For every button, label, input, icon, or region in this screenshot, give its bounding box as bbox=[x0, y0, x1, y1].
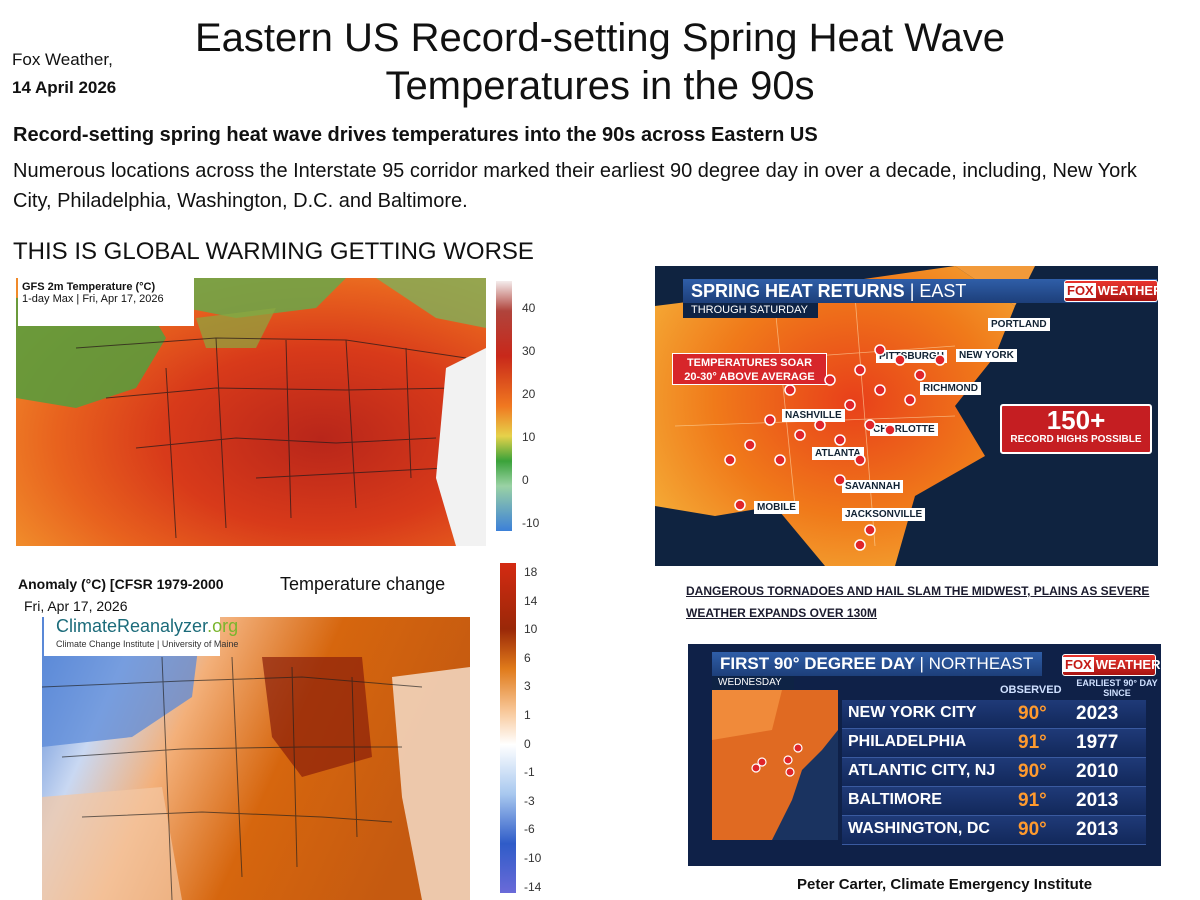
temperatures-soar-badge: TEMPERATURES SOAR 20-30° ABOVE AVERAGE bbox=[672, 353, 827, 385]
earliest-since-column-header: EARLIEST 90° DAY SINCE bbox=[1076, 678, 1158, 698]
climate-reanalyzer-logo bbox=[44, 614, 220, 656]
row-since: 2013 bbox=[1076, 790, 1119, 811]
news-headline-link[interactable]: DANGEROUS TORNADOES AND HAIL SLAM THE MI… bbox=[686, 584, 1150, 620]
record-caption: RECORD HIGHS POSSIBLE bbox=[1010, 434, 1142, 445]
first-90-title-bold: FIRST 90° DEGREE DAY bbox=[720, 654, 915, 673]
record-markers bbox=[724, 344, 946, 551]
row-since: 1977 bbox=[1076, 732, 1119, 753]
badge-line-2: 20-30° ABOVE AVERAGE bbox=[684, 371, 815, 383]
anomaly-map-title: Anomaly (°C) [CFSR 1979-2000 bbox=[18, 576, 224, 592]
colorbar-tick-label: 18 bbox=[524, 565, 538, 579]
article-body: Numerous locations across the Interstate… bbox=[13, 160, 1137, 212]
table-row: BALTIMORE 91° 2013 bbox=[842, 787, 1146, 816]
logo-name-a: ClimateReanalyzer bbox=[56, 616, 208, 636]
row-observed: 91° bbox=[1018, 790, 1047, 811]
row-since: 2013 bbox=[1076, 819, 1119, 840]
colorbar-tick-label: 30 bbox=[522, 344, 536, 358]
record-count: 150+ bbox=[1046, 405, 1106, 435]
row-observed: 90° bbox=[1018, 703, 1047, 724]
colorbar-tick-label: 6 bbox=[524, 650, 531, 665]
fox-logo-a: FOX bbox=[1065, 283, 1096, 298]
colorbar-tick-label: 20 bbox=[522, 387, 536, 401]
temperature-change-label: Temperature change bbox=[280, 574, 446, 594]
fox-weather-logo: FOX WEATHER bbox=[1062, 654, 1161, 676]
northeast-map bbox=[712, 690, 838, 840]
observed-column-header: OBSERVED bbox=[1000, 684, 1062, 696]
first-90-day: WEDNESDAY bbox=[712, 676, 794, 690]
colorbar-tick-label: 1 bbox=[524, 708, 531, 722]
fox-logo-b: WEATHER bbox=[1095, 657, 1161, 672]
city-label: NASHVILLE bbox=[782, 409, 845, 422]
colorbar-tick-label: -6 bbox=[524, 822, 535, 837]
colorbar-tick-label: -10 bbox=[524, 851, 542, 865]
logo-name-b: .org bbox=[207, 616, 239, 636]
gfs-map-label: GFS 2m Temperature (°C) 1-day Max | Fri,… bbox=[18, 278, 194, 326]
callout-text: THIS IS GLOBAL WARMING GETTING WORSE bbox=[13, 238, 534, 265]
row-city: WASHINGTON, DC bbox=[848, 820, 990, 837]
colorbar-tick-label: -14 bbox=[524, 879, 542, 894]
anomaly-map-date: Fri, Apr 17, 2026 bbox=[24, 598, 128, 614]
anomaly-colorbar bbox=[500, 563, 516, 893]
row-observed: 90° bbox=[1018, 761, 1047, 782]
page-title: Eastern US Record-setting Spring Heat Wa… bbox=[150, 14, 1050, 110]
spring-heat-subtitle: THROUGH SATURDAY bbox=[683, 303, 818, 318]
colorbar-tick-label: 14 bbox=[524, 593, 538, 608]
gfs-map-subtitle: 1-day Max | Fri, Apr 17, 2026 bbox=[22, 293, 164, 305]
gfs-temperature-map bbox=[16, 278, 486, 546]
badge-line-1: TEMPERATURES SOAR bbox=[686, 357, 813, 369]
row-city: ATLANTIC CITY, NJ bbox=[848, 762, 996, 779]
colorbar-tick-label: 3 bbox=[524, 679, 531, 694]
colorbar-tick-label: -10 bbox=[522, 516, 540, 530]
title-line-2: Temperatures in the 90s bbox=[385, 64, 815, 108]
table-row: PHILADELPHIA 91° 1977 bbox=[842, 729, 1146, 758]
temperature-anomaly-map bbox=[42, 617, 470, 900]
title-line-1: Eastern US Record-setting Spring Heat Wa… bbox=[195, 16, 1005, 60]
fox-logo-a: FOX bbox=[1063, 657, 1094, 672]
row-since: 2023 bbox=[1076, 703, 1119, 724]
colorbar-tick-label: 40 bbox=[522, 301, 536, 315]
spring-heat-title-region: | EAST bbox=[909, 281, 967, 301]
row-city: NEW YORK CITY bbox=[848, 704, 977, 721]
colorbar-tick-label: 0 bbox=[524, 736, 531, 751]
climate-reanalyzer-logo-sub: Climate Change Institute | University of… bbox=[56, 639, 239, 649]
table-row: ATLANTIC CITY, NJ 90° 2010 bbox=[842, 758, 1146, 787]
city-label: MOBILE bbox=[754, 501, 799, 514]
row-city: BALTIMORE bbox=[848, 791, 942, 808]
fox-logo-b: WEATHER bbox=[1097, 283, 1163, 298]
first-90-table: NEW YORK CITY 90° 2023 PHILADELPHIA 91° 1977… bbox=[842, 700, 1146, 845]
climate-reanalyzer-logo-name: ClimateReanalyzer.org bbox=[56, 616, 238, 637]
row-city: PHILADELPHIA bbox=[848, 733, 967, 750]
city-label: RICHMOND bbox=[920, 382, 981, 395]
city-label: SAVANNAH bbox=[842, 480, 904, 493]
colorbar-tick-label: -3 bbox=[524, 793, 535, 808]
row-observed: 90° bbox=[1018, 819, 1047, 840]
first-90-title: FIRST 90° DEGREE DAY | NORTHEAST bbox=[712, 652, 1042, 676]
source-outlet: Fox Weather, bbox=[12, 50, 113, 69]
article-subhead: Record-setting spring heat wave drives t… bbox=[13, 124, 818, 146]
colorbar-tick-label: 10 bbox=[524, 622, 538, 637]
colorbar-tick-label: 0 bbox=[522, 473, 529, 487]
spring-heat-title-bold: SPRING HEAT RETURNS bbox=[691, 281, 905, 301]
city-label: PITTSBURGH bbox=[876, 350, 947, 363]
author-credit: Peter Carter, Climate Emergency Institut… bbox=[797, 876, 1093, 893]
city-label: ATLANTA bbox=[812, 447, 864, 460]
table-row: WASHINGTON, DC 90° 2013 bbox=[842, 816, 1146, 845]
row-since: 2010 bbox=[1076, 761, 1119, 782]
table-row: NEW YORK CITY 90° 2023 bbox=[842, 700, 1146, 729]
gfs-map-title: GFS 2m Temperature (°C) bbox=[22, 281, 156, 293]
first-90-title-region: | NORTHEAST bbox=[919, 654, 1034, 673]
colorbar-tick-label: -1 bbox=[524, 765, 535, 780]
source-date: 14 April 2026 bbox=[12, 78, 117, 97]
row-observed: 91° bbox=[1018, 732, 1047, 753]
city-label: JACKSONVILLE bbox=[842, 508, 926, 521]
city-label: PORTLAND bbox=[988, 318, 1050, 331]
gfs-colorbar bbox=[496, 281, 512, 531]
fox-weather-logo: FOX WEATHER bbox=[1064, 280, 1163, 302]
colorbar-tick-label: 10 bbox=[522, 430, 536, 444]
city-label: NEW YORK bbox=[956, 349, 1017, 362]
record-highs-badge: 150+ RECORD HIGHS POSSIBLE bbox=[1000, 404, 1152, 454]
